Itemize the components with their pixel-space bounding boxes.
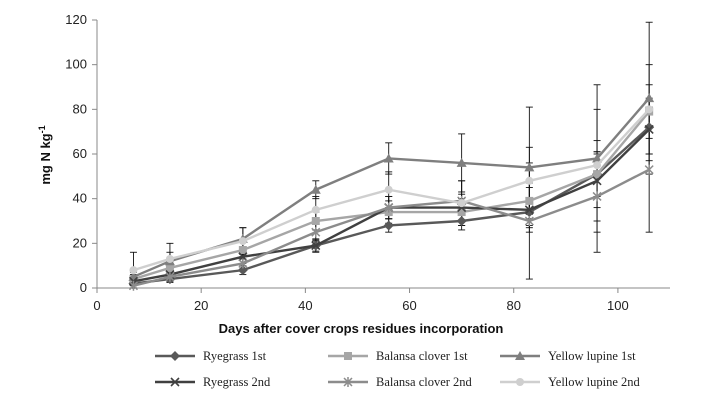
data-point xyxy=(237,265,248,276)
legend-marker xyxy=(170,351,180,361)
x-ticks: 0 20 40 60 80 100 xyxy=(93,288,629,313)
legend-marker xyxy=(170,377,180,387)
data-point xyxy=(384,202,394,213)
y-tick-label: 60 xyxy=(73,146,87,161)
data-point xyxy=(592,191,602,202)
data-point xyxy=(311,227,321,238)
x-tick-label: 0 xyxy=(93,298,100,313)
data-point xyxy=(238,246,247,255)
data-point xyxy=(457,208,466,217)
x-tick-label: 100 xyxy=(607,298,629,313)
data-point xyxy=(456,157,467,167)
y-axis-title: mg N kg-1 xyxy=(37,125,53,184)
x-tick-label: 60 xyxy=(402,298,416,313)
data-point xyxy=(457,199,466,208)
legend-marker xyxy=(516,378,524,386)
legend-label: Ryegrass 2nd xyxy=(203,375,271,389)
legend-marker xyxy=(515,351,525,360)
legend-item: Yellow lupine 2nd xyxy=(500,375,641,389)
data-point xyxy=(383,220,394,231)
data-point xyxy=(644,164,654,175)
data-point xyxy=(128,280,138,291)
y-ticks: 0 20 40 60 80 100 120 xyxy=(65,12,97,295)
legend-item: Yellow lupine 1st xyxy=(500,349,636,363)
legend-label: Ryegrass 1st xyxy=(203,349,267,363)
legend-marker xyxy=(344,352,352,360)
series-square xyxy=(129,107,654,284)
legend-item: Ryegrass 1st xyxy=(155,349,267,363)
x-axis-title: Days after cover crops residues incorpor… xyxy=(219,321,504,336)
axes: 0 20 40 60 80 100 0 20 40 60 80 100 120 xyxy=(65,12,670,313)
data-point xyxy=(525,196,534,205)
series-line xyxy=(133,110,651,281)
data-point xyxy=(524,205,534,215)
x-tick-label: 80 xyxy=(506,298,520,313)
data-point xyxy=(524,162,535,172)
x-tick-label: 40 xyxy=(298,298,312,313)
data-point xyxy=(644,122,655,133)
legend-item: Balansa clover 2nd xyxy=(328,375,473,389)
y-tick-label: 100 xyxy=(65,57,87,72)
legend-item: Balansa clover 1st xyxy=(328,349,468,363)
data-point xyxy=(644,124,654,134)
data-point xyxy=(311,205,320,214)
y-tick-label: 120 xyxy=(65,12,87,27)
data-point xyxy=(310,184,321,194)
data-point xyxy=(593,170,602,179)
y-tick-label: 40 xyxy=(73,191,87,206)
legend-label: Yellow lupine 1st xyxy=(548,349,636,363)
data-point xyxy=(383,153,394,163)
data-point xyxy=(384,185,393,194)
data-point xyxy=(592,153,603,163)
legend: Ryegrass 1st Balansa clover 1st Yellow lup… xyxy=(155,349,641,389)
data-point xyxy=(165,254,174,263)
data-point xyxy=(524,216,534,226)
data-point xyxy=(456,216,467,226)
data-point xyxy=(129,266,138,275)
y-tick-label: 0 xyxy=(80,280,87,295)
y-axis-title-superscript: -1 xyxy=(37,125,47,133)
y-tick-label: 80 xyxy=(73,101,87,116)
data-point xyxy=(311,241,321,251)
series-circle xyxy=(129,105,654,275)
data-point xyxy=(238,258,248,269)
x-tick-label: 20 xyxy=(194,298,208,313)
data-point xyxy=(238,252,248,262)
legend-marker xyxy=(343,377,353,387)
data-point xyxy=(593,161,602,170)
data-point xyxy=(165,263,174,272)
data-point xyxy=(311,217,320,225)
data-point xyxy=(645,105,654,114)
y-tick-label: 20 xyxy=(73,235,87,250)
series-lines xyxy=(128,93,655,291)
data-point xyxy=(644,93,655,103)
legend-item: Ryegrass 2nd xyxy=(155,375,271,389)
legend-label: Balansa clover 2nd xyxy=(376,375,473,389)
data-point xyxy=(238,237,247,246)
data-point xyxy=(525,176,534,185)
legend-label: Balansa clover 1st xyxy=(376,349,468,363)
data-point xyxy=(592,176,602,186)
data-point xyxy=(165,271,175,282)
legend-label: Yellow lupine 2nd xyxy=(548,375,641,389)
error-bars xyxy=(129,21,653,289)
